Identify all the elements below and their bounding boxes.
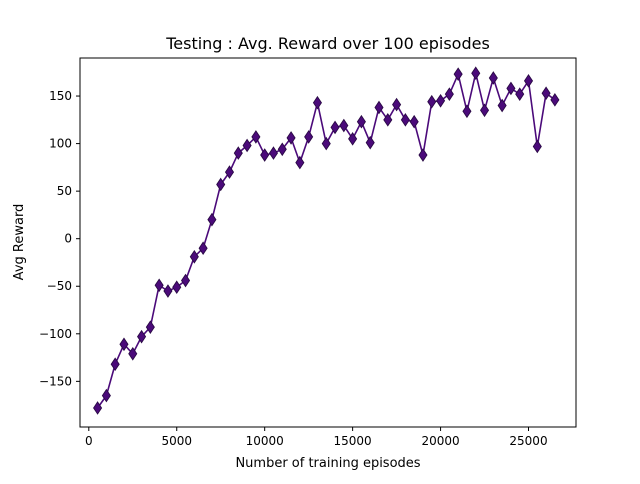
y-tick-label: −50	[47, 279, 72, 293]
data-point-marker	[154, 278, 164, 293]
data-point-marker	[383, 113, 393, 127]
data-point-marker	[110, 357, 120, 372]
data-point-marker	[339, 118, 349, 133]
data-point-marker	[137, 329, 147, 344]
data-point-marker	[453, 67, 463, 81]
y-tick-label: 100	[49, 137, 72, 151]
data-point-marker	[436, 93, 446, 108]
x-axis-ticks: 0 5000 10000 15000 20000 25000	[85, 427, 548, 448]
data-point-marker	[532, 139, 542, 154]
data-point-marker	[304, 130, 314, 144]
data-point-marker	[242, 138, 252, 153]
data-point-marker	[189, 249, 199, 264]
data-point-marker	[471, 66, 481, 81]
plot-marks	[93, 66, 560, 415]
data-point-marker	[180, 273, 191, 288]
y-axis-ticks: −150 −100 −50 0 50 100 150	[39, 89, 80, 388]
y-tick-label: 50	[57, 184, 72, 198]
data-point-marker	[523, 74, 534, 88]
data-point-marker	[392, 97, 402, 112]
data-point-marker	[207, 212, 217, 227]
data-point-marker	[374, 100, 384, 115]
data-point-marker	[506, 81, 516, 96]
data-point-marker	[409, 114, 419, 129]
x-axis-label: Number of training episodes	[235, 456, 420, 471]
y-tick-label: −100	[39, 327, 72, 341]
data-point-marker	[330, 120, 340, 135]
data-point-marker	[348, 132, 358, 146]
data-point-marker	[312, 95, 322, 110]
data-point-marker	[321, 136, 331, 151]
data-point-marker	[286, 131, 296, 145]
x-tick-label: 0	[85, 434, 93, 448]
data-point-marker	[365, 135, 375, 150]
data-point-marker	[488, 71, 498, 85]
y-tick-label: 150	[49, 89, 72, 103]
data-point-marker	[462, 104, 472, 119]
data-point-marker	[260, 148, 270, 162]
y-tick-label: −150	[39, 374, 72, 388]
y-tick-label: 0	[64, 232, 72, 246]
data-point-marker	[400, 113, 410, 127]
data-point-marker	[427, 94, 437, 109]
data-point-marker	[128, 346, 138, 361]
data-point-marker	[541, 86, 551, 100]
x-tick-label: 25000	[509, 434, 547, 448]
x-tick-label: 5000	[161, 434, 192, 448]
data-point-marker	[233, 146, 243, 160]
data-point-marker	[224, 165, 235, 179]
data-point-marker	[295, 155, 305, 170]
data-point-marker	[163, 284, 173, 298]
y-axis-label: Avg Reward	[12, 204, 27, 281]
x-tick-label: 20000	[421, 434, 459, 448]
data-point-marker	[277, 142, 287, 157]
data-point-marker	[93, 401, 103, 415]
data-point-marker	[101, 388, 111, 403]
data-point-marker	[216, 177, 226, 192]
data-point-marker	[497, 98, 507, 113]
plot-frame	[79, 57, 577, 428]
data-point-marker	[119, 337, 129, 352]
data-point-marker	[268, 146, 279, 160]
data-point-marker	[145, 320, 155, 334]
data-point-marker	[418, 148, 428, 162]
x-tick-label: 10000	[246, 434, 284, 448]
data-point-marker	[444, 87, 454, 101]
x-tick-label: 15000	[334, 434, 372, 448]
data-point-marker	[356, 114, 366, 129]
chart-title: Testing : Avg. Reward over 100 episodes	[165, 34, 490, 53]
data-point-marker	[172, 280, 182, 295]
data-point-marker	[550, 93, 560, 107]
data-point-marker	[479, 103, 490, 118]
data-point-marker	[515, 87, 525, 101]
data-point-marker	[198, 241, 208, 256]
data-point-marker	[251, 130, 261, 144]
